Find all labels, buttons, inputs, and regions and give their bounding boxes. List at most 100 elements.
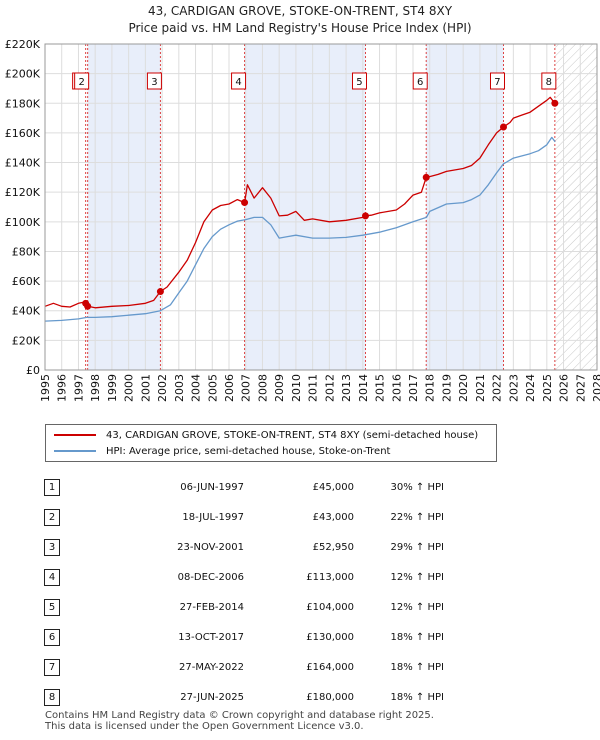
transaction-number: 8 [44,688,60,706]
sale-point [84,302,92,310]
y-tick-label: £160K [5,127,41,140]
x-tick-label: 2018 [424,374,437,402]
table-row: 3 23-NOV-2001 £52,950 29% ↑ HPI [44,532,444,562]
sale-point [241,199,249,207]
sale-label-5: 5 [356,77,362,88]
transaction-hpi: 12% ↑ HPI [390,601,444,613]
x-tick-label: 2016 [390,374,403,402]
transaction-date: 06-JUN-1997 [180,481,244,493]
x-tick-label: 1995 [39,374,52,402]
x-tick-label: 2011 [307,374,320,402]
x-tick-label: 2022 [491,374,504,402]
transaction-hpi: 12% ↑ HPI [390,571,444,583]
x-tick-label: 2020 [457,374,470,402]
transaction-number: 6 [44,628,60,646]
y-tick-label: £120K [5,186,41,199]
footer-licence: This data is licensed under the Open Gov… [45,721,364,732]
legend-item-hpi: HPI: Average price, semi-detached house,… [54,443,390,459]
table-row: 4 08-DEC-2006 £113,000 12% ↑ HPI [44,562,444,592]
price-chart: 12345678£0£20K£40K£60K£80K£100K£120K£140… [5,38,600,402]
sale-label-box [74,72,90,90]
x-tick-label: 2001 [139,374,152,402]
x-tick-label: 2015 [374,374,387,402]
transaction-hpi: 18% ↑ HPI [390,631,444,643]
table-row: 8 27-JUN-2025 £180,000 18% ↑ HPI [44,682,444,712]
x-tick-label: 2013 [340,374,353,402]
footer-copyright: Contains HM Land Registry data © Crown c… [45,710,434,721]
x-tick-label: 2019 [440,374,453,402]
x-tick-label: 1999 [106,374,119,402]
plot-border [44,43,598,371]
forecast-hatch [555,44,597,370]
y-tick-label: £100K [5,216,41,229]
legend-swatch-hpi [54,450,96,452]
x-tick-label: 2009 [273,374,286,402]
x-tick-label: 2026 [558,374,571,402]
legend-label-hpi: HPI: Average price, semi-detached house,… [106,445,391,457]
sale-label-7: 7 [494,77,500,88]
transaction-price: £43,000 [312,511,354,523]
transaction-hpi: 29% ↑ HPI [390,541,444,553]
transaction-price: £164,000 [306,661,354,673]
y-tick-label: £80K [12,245,41,258]
x-tick-label: 2025 [541,374,554,402]
transaction-number: 1 [44,478,60,496]
transaction-date: 27-JUN-2025 [180,691,244,703]
x-tick-label: 2012 [323,374,336,402]
legend-swatch-property [54,434,96,436]
chart-title: 43, CARDIGAN GROVE, STOKE-ON-TRENT, ST4 … [147,4,453,18]
sale-point [499,123,507,131]
x-tick-label: 2000 [123,374,136,402]
transaction-price: £104,000 [306,601,354,613]
y-tick-label: £20K [12,334,41,347]
y-tick-label: £220K [5,38,41,51]
transaction-date: 27-FEB-2014 [179,601,244,613]
transaction-price: £130,000 [306,631,354,643]
transaction-date: 23-NOV-2001 [177,541,244,553]
transaction-price: £113,000 [306,571,354,583]
transaction-date: 27-MAY-2022 [178,661,244,673]
y-tick-label: £40K [12,305,41,318]
x-tick-label: 1996 [56,374,69,402]
chart-subtitle: Price paid vs. HM Land Registry's House … [128,21,472,35]
transaction-date: 08-DEC-2006 [177,571,244,583]
x-tick-label: 2005 [206,374,219,402]
sale-point [422,173,430,181]
transaction-date: 18-JUL-1997 [182,511,244,523]
transaction-number: 4 [44,568,60,586]
transaction-price: £45,000 [312,481,354,493]
sale-period-shade [244,44,366,370]
table-row: 2 18-JUL-1997 £43,000 22% ↑ HPI [44,502,444,532]
sale-label-box [351,72,367,90]
sale-label-box [541,72,557,90]
transaction-hpi: 18% ↑ HPI [390,661,444,673]
x-tick-label: 2021 [474,374,487,402]
x-tick-label: 2027 [574,374,587,402]
legend-item-property: 43, CARDIGAN GROVE, STOKE-ON-TRENT, ST4 … [54,427,478,443]
transaction-hpi: 30% ↑ HPI [390,481,444,493]
transaction-number: 5 [44,598,60,616]
sale-label-4: 4 [235,77,241,88]
x-tick-label: 2028 [591,374,600,402]
sale-label-2: 2 [78,77,84,88]
hpi-line [44,136,556,322]
transaction-date: 13-OCT-2017 [178,631,244,643]
sale-label-8: 8 [546,77,552,88]
transaction-hpi: 22% ↑ HPI [390,511,444,523]
transaction-number: 3 [44,538,60,556]
sale-point [551,99,559,107]
transaction-hpi: 18% ↑ HPI [390,691,444,703]
y-tick-label: £0 [26,364,40,377]
transactions-table: 1 06-JUN-1997 £45,000 30% ↑ HPI 2 18-JUL-1997… [44,472,444,712]
table-row: 6 13-OCT-2017 £130,000 18% ↑ HPI [44,622,444,652]
transaction-price: £180,000 [306,691,354,703]
legend: 43, CARDIGAN GROVE, STOKE-ON-TRENT, ST4 … [45,424,497,462]
sale-label-box [412,72,428,90]
transaction-price: £52,950 [312,541,354,553]
sale-point [361,212,369,220]
transaction-number: 7 [44,658,60,676]
y-tick-label: £140K [5,157,41,170]
x-tick-label: 1997 [72,374,85,402]
table-row: 1 06-JUN-1997 £45,000 30% ↑ HPI [44,472,444,502]
